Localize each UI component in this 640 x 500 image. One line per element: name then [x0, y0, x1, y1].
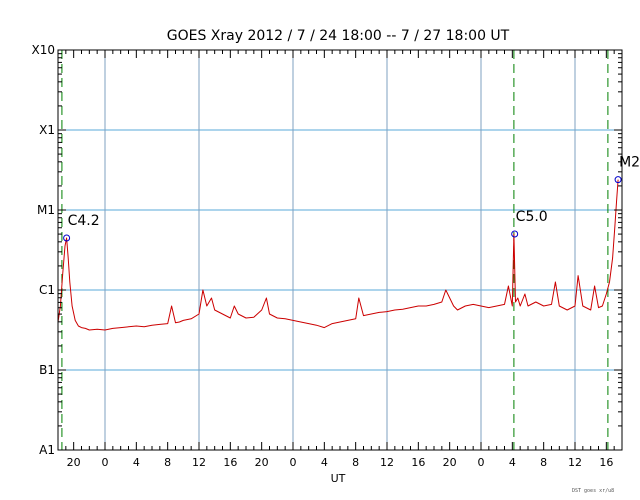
grid-lines: [58, 50, 622, 450]
x-tick-label: 20: [255, 456, 269, 469]
footer-text: DST goes xr/u8: [572, 488, 614, 494]
x-tick-label: 8: [352, 456, 359, 469]
flare-marker-circle: [63, 234, 71, 242]
y-tick-label: A1: [39, 443, 55, 457]
x-tick-label: 20: [67, 456, 81, 469]
x-axis-ticks: 20 0 4 8 12 16 20 0 4 8 12 16 20 0 4 8 12 16: [57, 50, 623, 469]
x-tick-label: 8: [164, 456, 171, 469]
flare-marker-lines: [61, 50, 609, 450]
x-tick-label: 16: [411, 456, 425, 469]
x-tick-label: 8: [540, 456, 547, 469]
flare-marker-circle: [511, 230, 519, 238]
x-tick-label: 12: [568, 456, 582, 469]
x-tick-label: 12: [192, 456, 206, 469]
x-tick-label: 4: [321, 456, 328, 469]
y-tick-label: X10: [32, 43, 56, 57]
flare-label: M2.: [619, 155, 640, 171]
x-tick-label: 4: [509, 456, 516, 469]
x-tick-label: 20: [443, 456, 457, 469]
x-tick-label: 16: [223, 456, 237, 469]
y-tick-label: X1: [39, 123, 55, 137]
flux-line: [57, 179, 619, 331]
chart-title: GOES Xray 2012 / 7 / 24 18:00 -- 7 / 27 …: [167, 28, 510, 44]
x-tick-label: 4: [133, 456, 140, 469]
y-tick-label: B1: [39, 363, 55, 377]
plot-frame: [57, 49, 623, 451]
flare-annotations: C4.2 C5.0 M2.: [63, 155, 640, 242]
x-tick-label: 16: [599, 456, 613, 469]
y-tick-label: M1: [37, 203, 55, 217]
x-tick-label: 0: [478, 456, 485, 469]
x-tick-label: 0: [102, 456, 109, 469]
x-axis-label: UT: [331, 472, 346, 485]
flux-series: [57, 179, 619, 331]
y-tick-label: C1: [39, 283, 55, 297]
x-tick-label: 12: [380, 456, 394, 469]
y-axis-ticks: A1 B1 C1 M1 X1 X10: [32, 43, 622, 457]
plot-border: [57, 49, 623, 451]
flare-label: C4.2: [68, 213, 100, 229]
x-tick-label: 0: [290, 456, 297, 469]
flare-label: C5.0: [516, 209, 548, 225]
flare-marker-circle: [614, 176, 622, 184]
